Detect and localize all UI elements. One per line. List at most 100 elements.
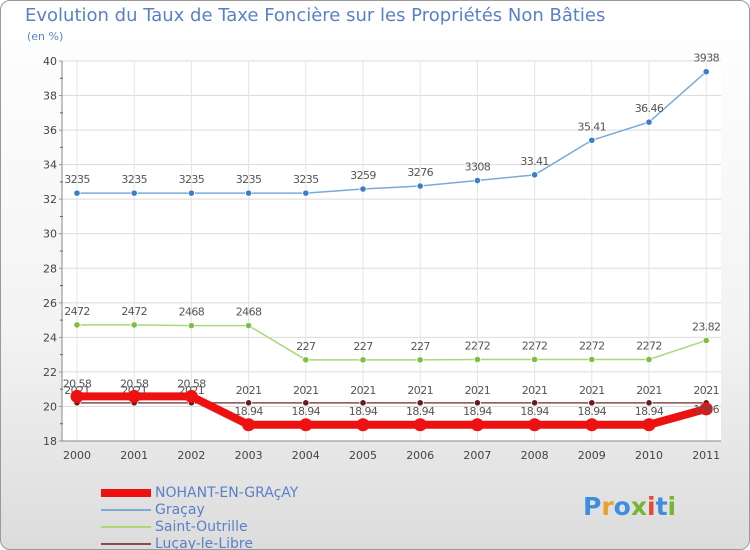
series-saint-outrille-data-label: 2472 [121, 305, 147, 318]
x-tick-label: 2004 [292, 449, 320, 462]
series-nohant-en-gra-ay-data-label: 18.94 [635, 405, 664, 418]
series-nohant-en-gra-ay-point [528, 418, 542, 432]
series-gra-ay-point [302, 189, 310, 197]
x-tick-label: 2006 [406, 449, 434, 462]
series-gra-ay-data-label: 3235 [293, 173, 319, 186]
y-tick-label: 40 [43, 55, 57, 68]
series-saint-outrille-line [77, 324, 707, 361]
x-tick-label: 2010 [635, 449, 663, 462]
plot-area [62, 61, 721, 441]
series-gra-ay-point [130, 189, 138, 197]
series-nohant-en-gra-ay-point [413, 418, 427, 432]
series-saint-outrille-point [645, 355, 653, 364]
series-nohant-en-gra-ay-point [699, 402, 713, 416]
series-lu-ay-le-libre-point [473, 399, 481, 407]
series-gra-ay-data-label: 35.41 [578, 120, 607, 133]
chart-title: Evolution du Taux de Taxe Foncière sur l… [25, 5, 606, 26]
series-saint-outrille-point [130, 321, 138, 329]
series-lu-ay-le-libre-data-label: 2021 [636, 384, 662, 397]
series-gra-ay-data-label: 3235 [236, 173, 262, 186]
y-tick-label: 32 [43, 193, 57, 206]
series-saint-outrille-point [187, 322, 195, 330]
legend-label-saint-outrille: Saint-Outrille [155, 519, 248, 535]
series-lu-ay-le-libre-data-label: 2021 [407, 384, 433, 397]
series-saint-outrille-data-label: 23.82 [692, 320, 721, 333]
series-nohant-en-gra-ay-data-label: 18.94 [578, 405, 607, 418]
series-saint-outrille-point [245, 322, 253, 330]
series-nohant-en-gra-ay-data-label: 18.94 [520, 405, 549, 418]
series-saint-outrille-data-label: 227 [296, 340, 316, 353]
series-lu-ay-le-libre-data-label: 2021 [293, 384, 319, 397]
series-lu-ay-le-libre-data-label: 2021 [579, 384, 605, 397]
series-saint-outrille-point [302, 356, 310, 364]
series-nohant-en-gra-ay-point [184, 389, 198, 403]
series-saint-outrille-point [73, 321, 81, 329]
series-nohant-en-gra-ay-point [127, 389, 141, 403]
legend-swatch-gracay [101, 509, 151, 511]
series-nohant-en-gra-ay-point [356, 418, 370, 432]
series-lu-ay-le-libre-point [245, 399, 253, 407]
series-nohant-en-gra-ay-point [242, 418, 256, 432]
series-gra-ay-data-label: 3235 [179, 173, 205, 186]
series-gra-ay-point [73, 189, 81, 197]
legend-label-nohant: NOHANT-EN-GRAçAY [155, 485, 299, 501]
series-saint-outrille-data-label: 227 [353, 340, 373, 353]
legend-label-lucay: Luçay-le-Libre [155, 536, 253, 550]
y-tick-label: 26 [43, 297, 57, 310]
series-saint-outrille-data-label: 2468 [179, 306, 205, 319]
y-tick-label: 24 [43, 331, 57, 344]
series-gra-ay-data-label: 3308 [465, 161, 491, 174]
x-tick-label: 2008 [521, 449, 549, 462]
y-tick-label: 28 [43, 262, 57, 275]
series-nohant-en-gra-ay-point [585, 418, 599, 432]
series-lu-ay-le-libre-data-label: 2021 [350, 384, 376, 397]
series-lu-ay-le-libre-point [302, 399, 310, 407]
series-nohant-en-gra-ay-point [70, 389, 84, 403]
series-gra-ay-point [645, 118, 653, 126]
series-gra-ay-line [77, 71, 707, 194]
series-lu-ay-le-libre-point [530, 399, 539, 407]
series-nohant-en-gra-ay-data-label: 1986 [693, 403, 719, 416]
series-gra-ay-data-label: 33.41 [520, 155, 549, 168]
series-lu-ay-le-libre-point [416, 399, 424, 407]
series-nohant-en-gra-ay-data-label: 20.58 [177, 377, 206, 390]
series-saint-outrille-data-label: 2472 [64, 305, 90, 318]
series-lu-ay-le-libre-point [645, 399, 653, 407]
y-tick-label: 18 [43, 435, 57, 448]
series-saint-outrille-data-label: 2272 [579, 339, 605, 352]
legend-swatch-nohant [101, 489, 151, 497]
series-saint-outrille-data-label: 2468 [236, 306, 262, 319]
series-gra-ay-point [359, 185, 367, 193]
series-gra-ay-point [416, 182, 424, 190]
y-tick-label: 20 [43, 400, 57, 413]
legend-label-gracay: Graçay [155, 502, 205, 518]
series-gra-ay-point [702, 68, 710, 76]
series-saint-outrille-point [588, 355, 596, 364]
series-gra-ay-point [588, 136, 596, 144]
series-saint-outrille-data-label: 2272 [636, 339, 662, 352]
series-saint-outrille-data-label: 227 [411, 340, 431, 353]
x-tick-label: 2002 [177, 449, 205, 462]
series-lu-ay-le-libre-point [588, 399, 596, 407]
series-nohant-en-gra-ay-data-label: 18.94 [463, 405, 492, 418]
x-tick-label: 2011 [692, 449, 720, 462]
x-tick-label: 2003 [235, 449, 263, 462]
series-saint-outrille-data-label: 2272 [522, 339, 548, 352]
series-gra-ay-data-label: 3235 [64, 173, 90, 186]
x-tick-label: 2007 [463, 449, 491, 462]
proxiti-logo: Proxiti [583, 492, 677, 521]
series-gra-ay-data-label: 3276 [407, 166, 433, 179]
series-saint-outrille-point [473, 355, 481, 364]
series-saint-outrille-point [416, 356, 424, 364]
x-tick-label: 2001 [120, 449, 148, 462]
series-gra-ay-data-label: 3235 [121, 173, 147, 186]
y-axis-unit: (en %) [27, 30, 64, 43]
series-nohant-en-gra-ay-data-label: 18.94 [234, 405, 263, 418]
y-tick-label: 30 [43, 228, 57, 241]
series-nohant-en-gra-ay-point [642, 418, 656, 432]
x-tick-label: 2000 [63, 449, 91, 462]
series-lu-ay-le-libre-data-label: 2021 [693, 384, 719, 397]
series-nohant-en-gra-ay-data-label: 20.58 [120, 377, 149, 390]
